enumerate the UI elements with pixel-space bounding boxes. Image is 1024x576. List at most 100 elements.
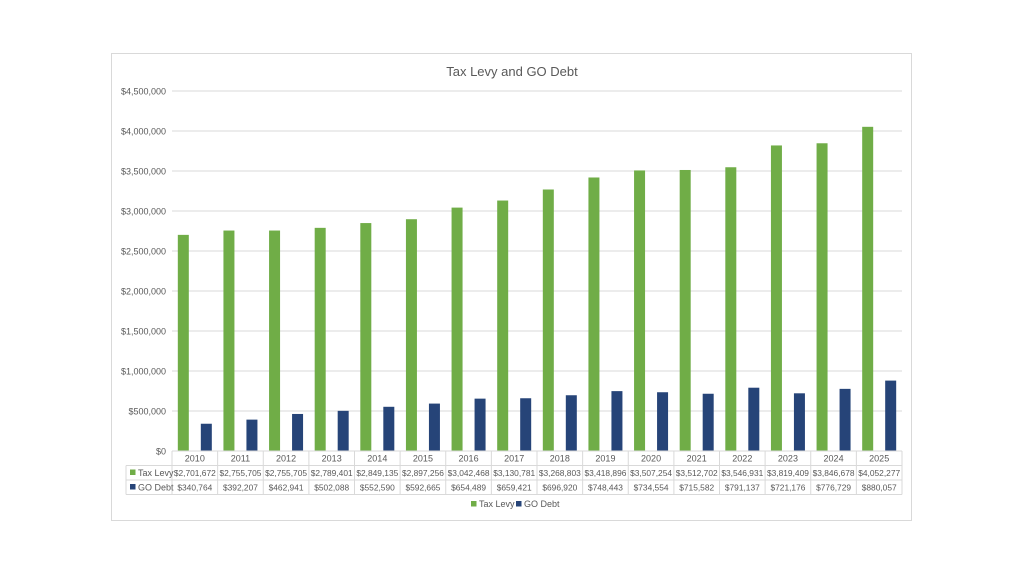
bar-tax-levy (497, 200, 509, 451)
table-cell-value: $3,819,409 (767, 468, 809, 478)
bars (177, 126, 897, 452)
bar-go-debt (839, 388, 851, 451)
table-cell-value: $2,755,705 (265, 468, 307, 478)
bar-tax-levy (725, 167, 737, 451)
bar-go-debt (885, 380, 897, 451)
legend: Tax Levy GO Debt (471, 499, 560, 509)
legend-label: Tax Levy (479, 499, 515, 509)
table-cell-value: $721,176 (770, 483, 805, 493)
table-cell-value: $462,941 (269, 483, 304, 493)
table-cell-value: $592,665 (405, 483, 440, 493)
bar-go-debt (246, 419, 258, 451)
table-cell-value: $552,590 (360, 483, 395, 493)
x-tick-label: 2021 (687, 454, 707, 464)
table-cell-value: $734,554 (634, 483, 669, 493)
x-tick-label: 2014 (367, 454, 387, 464)
bar-tax-levy (269, 230, 281, 451)
table-cell-value: $3,418,896 (584, 468, 626, 478)
chart-title: Tax Levy and GO Debt (446, 64, 578, 79)
y-tick-label: $500,000 (128, 407, 166, 417)
x-tick-label: 2016 (459, 454, 479, 464)
y-tick-label: $3,000,000 (121, 207, 166, 217)
table-cell-value: $2,755,705 (219, 468, 261, 478)
table-cell-value: $3,268,803 (539, 468, 581, 478)
legend-key (516, 501, 522, 507)
bar-tax-levy (314, 227, 326, 451)
table-cell-value: $3,130,781 (493, 468, 535, 478)
bar-tax-levy (770, 145, 782, 452)
table-cell-value: $880,057 (862, 483, 897, 493)
table-cell-value: $3,507,254 (630, 468, 672, 478)
data-table: 2010 2011 2012 2013 2014 2015 2016 2017 2018 2019… (125, 450, 903, 495)
x-tick-label: 2013 (322, 454, 342, 464)
bar-tax-levy (405, 219, 417, 451)
table-series-name: GO Debt (138, 483, 174, 493)
table-cell-value: $340,764 (177, 483, 212, 493)
x-tick-label: 2017 (504, 454, 524, 464)
y-tick-label: $0 (156, 447, 166, 457)
y-tick-label: $4,500,000 (121, 87, 166, 97)
x-tick-label: 2019 (595, 454, 615, 464)
table-cell-value: $696,920 (542, 483, 577, 493)
bar-go-debt (428, 403, 440, 451)
table-cell-value: $2,789,401 (311, 468, 353, 478)
y-tick-label: $1,500,000 (121, 327, 166, 337)
table-cell-value: $715,582 (679, 483, 714, 493)
table-legend-key (130, 484, 136, 490)
bar-tax-levy (816, 143, 828, 452)
x-tick-label: 2015 (413, 454, 433, 464)
table-cell-value: $2,849,135 (356, 468, 398, 478)
gridlines (172, 90, 902, 452)
bar-tax-levy (588, 177, 600, 451)
bar-go-debt (657, 392, 669, 451)
x-tick-label: 2022 (732, 454, 752, 464)
bar-tax-levy (223, 230, 235, 451)
table-cell-value: $502,088 (314, 483, 349, 493)
table-cell-value: $654,489 (451, 483, 486, 493)
table-cell-value: $3,546,931 (721, 468, 763, 478)
bar-tax-levy (634, 170, 646, 451)
bar-go-debt (611, 391, 623, 451)
table-cell-value: $3,042,468 (448, 468, 490, 478)
table-cell-value: $748,443 (588, 483, 623, 493)
bar-go-debt (520, 398, 532, 451)
legend-label: GO Debt (524, 499, 560, 509)
bar-tax-levy (542, 189, 554, 451)
x-tick-label: 2012 (276, 454, 296, 464)
bar-go-debt (793, 393, 805, 451)
y-tick-label: $4,000,000 (121, 127, 166, 137)
table-cell-value: $4,052,277 (858, 468, 900, 478)
x-tick-label: 2020 (641, 454, 661, 464)
table-cell-value: $2,897,256 (402, 468, 444, 478)
table-cell-value: $776,729 (816, 483, 851, 493)
x-tick-label: 2010 (185, 454, 205, 464)
table-cell-value: $392,207 (223, 483, 258, 493)
bar-go-debt (383, 406, 395, 451)
x-tick-label: 2018 (550, 454, 570, 464)
table-cell-value: $659,421 (497, 483, 532, 493)
table-cell-value: $3,512,702 (676, 468, 718, 478)
x-tick-label: 2025 (869, 454, 889, 464)
y-tick-label: $2,500,000 (121, 247, 166, 257)
table-cell-value: $2,701,672 (174, 468, 216, 478)
x-tick-label: 2024 (824, 454, 844, 464)
table-cell-value: $3,846,678 (813, 468, 855, 478)
table-series-name: Tax Levy (138, 468, 174, 478)
bar-go-debt (292, 413, 304, 451)
y-tick-label: $2,000,000 (121, 287, 166, 297)
bar-go-debt (748, 387, 760, 451)
table-legend-key (130, 469, 136, 475)
y-axis-tick-labels: $0 $500,000 $1,000,000 $1,500,000 $2,000,000… (121, 87, 166, 457)
bar-go-debt (474, 398, 486, 451)
bar-tax-levy (679, 169, 691, 452)
x-tick-label: 2023 (778, 454, 798, 464)
bar-go-debt (565, 395, 577, 451)
x-tick-label: 2011 (231, 454, 250, 464)
bar-tax-levy (177, 234, 189, 451)
bar-tax-levy (360, 223, 372, 451)
y-tick-label: $3,500,000 (121, 167, 166, 177)
bar-go-debt (702, 393, 714, 451)
bar-go-debt (200, 423, 212, 451)
bar-tax-levy (862, 126, 874, 451)
